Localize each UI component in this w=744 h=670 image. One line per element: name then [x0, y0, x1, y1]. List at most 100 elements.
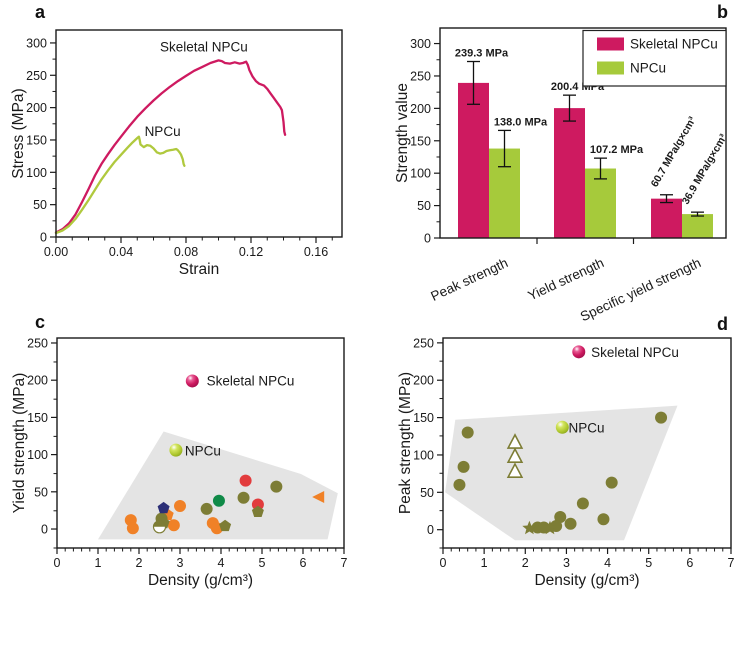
x-tick-label: 0.16 — [304, 245, 328, 259]
x-tick-label: 5 — [645, 556, 652, 570]
y-axis-title: Stress (MPa) — [10, 88, 27, 178]
legend-swatch — [597, 61, 624, 75]
plot-box — [56, 337, 345, 549]
x-tick-label: 1 — [95, 556, 102, 570]
marker-circle — [576, 497, 589, 510]
panel-d-plot: 0 1 2 3 4 5 6 7 0 50 100 150 200 250 Density (g/cm³) Pe… — [397, 336, 735, 589]
curve-skeletal-npcu — [54, 59, 287, 234]
panel-letter-c: c — [35, 312, 46, 332]
error-bar — [691, 211, 704, 217]
series-npcu — [169, 443, 183, 457]
legend-label: Skeletal NPCu — [630, 37, 718, 52]
region-polygon — [445, 405, 678, 541]
y-tick-label: 50 — [420, 486, 434, 500]
y-tick-label: 100 — [26, 166, 47, 180]
marker-triangle-open — [506, 447, 524, 464]
y-tick-label: 150 — [410, 134, 431, 148]
y-tick-label: 250 — [413, 336, 434, 350]
y-tick-label: 250 — [410, 69, 431, 83]
marker-circle — [597, 513, 610, 526]
marker-circle — [270, 480, 283, 493]
marker-pentagon — [219, 519, 232, 532]
series-npcu — [555, 420, 569, 434]
legend-swatch — [597, 37, 624, 51]
annotation: Skeletal NPCu — [160, 39, 248, 54]
y-tick-label: 150 — [27, 411, 48, 425]
series-tension-compression-al — [522, 520, 558, 535]
x-tick-label: 3 — [177, 556, 184, 570]
y-tick-label: 150 — [413, 411, 434, 425]
marker-sphere-green — [555, 420, 569, 434]
y-tick-label: 100 — [27, 448, 48, 462]
series-tension-compression-cu — [453, 411, 668, 534]
series-nanoindentation-pd — [312, 491, 325, 504]
y-tick-label: 150 — [26, 133, 47, 147]
marker-sphere-magenta — [185, 374, 199, 388]
marker-circle — [655, 411, 668, 424]
marker-circle — [239, 474, 252, 487]
plot-box — [442, 337, 732, 549]
y-axis-title: Peak strength (MPa) — [397, 372, 414, 514]
x-tick-label: 2 — [136, 556, 143, 570]
marker-circle — [457, 460, 470, 473]
x-tick-label: 6 — [686, 556, 693, 570]
x-tick-label: 0.12 — [239, 245, 263, 259]
series-cu-red — [239, 474, 264, 511]
marker-circle — [605, 476, 618, 489]
panel-letter-b: b — [717, 2, 728, 22]
annotation: NPCu — [185, 443, 221, 458]
panel-c-plot: 0 1 2 3 4 5 6 7 0 50 100 150 200 250 Density (g/cm³) Yi… — [11, 336, 348, 589]
error-bar — [594, 157, 607, 180]
marker-circle — [212, 494, 225, 507]
marker-sphere-magenta — [572, 345, 586, 359]
annotation: Skeletal NPCu — [207, 373, 295, 388]
marker-circle — [554, 510, 567, 523]
y-tick-label: 50 — [33, 198, 47, 212]
y-tick-label: 200 — [27, 374, 48, 388]
marker-triangle-left — [312, 491, 325, 504]
x-tick-label: 0.04 — [109, 245, 133, 259]
y-tick-label: 0 — [41, 523, 48, 537]
bar-series-npcu: 138.0 MPa 107.2 MPa 36.9 MPa/g×cm³ — [489, 116, 730, 238]
y-tick-label: 0 — [424, 232, 431, 246]
y-tick-label: 300 — [410, 37, 431, 51]
literature-legend: Literature data Tension/compression: Mac… — [0, 596, 744, 670]
marker-star — [522, 520, 537, 535]
y-tick-label: 50 — [417, 199, 431, 213]
x-axis-title: Density (g/cm³) — [148, 572, 253, 589]
marker-circle — [167, 519, 180, 532]
y-tick-label: 250 — [27, 336, 48, 350]
plot-box — [439, 27, 727, 239]
y-tick-label: 200 — [413, 374, 434, 388]
annotation: NPCu — [568, 421, 604, 436]
y-tick-label: 200 — [410, 102, 431, 116]
x-tick-label: 7 — [728, 556, 735, 570]
x-axis-title: Density (g/cm³) — [534, 572, 639, 589]
y-tick-label: 250 — [26, 69, 47, 83]
x-tick-label: 3 — [563, 556, 570, 570]
x-tick-label: 6 — [300, 556, 307, 570]
y-tick-label: 100 — [413, 448, 434, 462]
x-tick-label: 0.00 — [44, 245, 68, 259]
y-axis-title: Strength value — [394, 83, 411, 183]
marker-circle — [126, 522, 139, 535]
panel-a-plot: 0.00 0.04 0.08 0.12 0.16 0 50 100 150 200 250 300 St… — [10, 29, 343, 278]
bar-value-label: 239.3 MPa — [455, 48, 509, 60]
bar-value-label: 107.2 MPa — [590, 144, 644, 156]
y-tick-label: 200 — [26, 101, 47, 115]
bar — [585, 168, 616, 238]
legend-label: NPCu — [630, 61, 666, 76]
marker-halfcircle-top — [153, 520, 166, 527]
series-tension-compression-ni — [152, 520, 167, 534]
x-tick-label: 0.08 — [174, 245, 198, 259]
category-label: Peak strength — [428, 255, 510, 304]
y-tick-label: 0 — [40, 231, 47, 245]
y-tick-label: 50 — [34, 485, 48, 499]
x-tick-label: 5 — [259, 556, 266, 570]
marker-circle — [237, 491, 250, 504]
x-tick-label: 7 — [341, 556, 348, 570]
bar — [458, 82, 489, 238]
marker-sphere-green — [169, 443, 183, 457]
